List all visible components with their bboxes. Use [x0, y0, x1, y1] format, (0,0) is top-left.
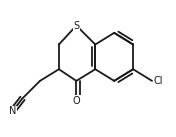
Text: O: O — [73, 96, 80, 106]
Text: S: S — [73, 21, 79, 31]
Text: N: N — [9, 106, 16, 116]
Text: Cl: Cl — [153, 76, 163, 86]
